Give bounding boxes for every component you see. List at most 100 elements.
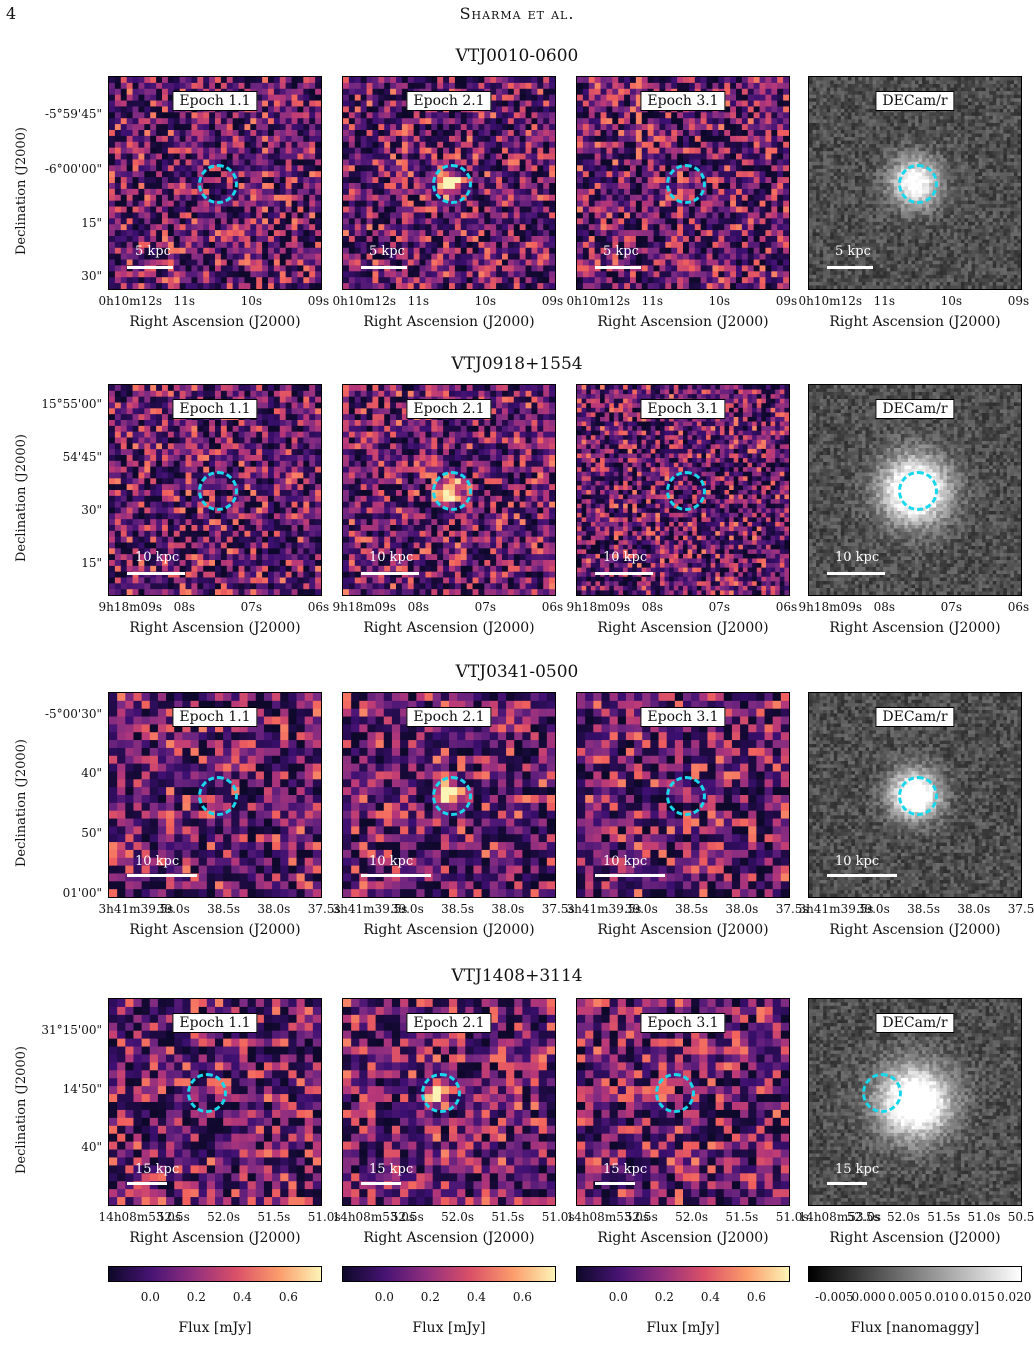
ra-tick-label: 52.0s <box>441 1210 474 1224</box>
transient-position-circle <box>666 776 706 816</box>
ra-tick-label: 51.0s <box>308 1210 341 1224</box>
ra-tick-label: 06s <box>776 600 797 614</box>
epoch-image-panel: Epoch 2.1 10 kpc <box>342 384 556 596</box>
y-axis-label: Declination (J2000) <box>14 127 29 255</box>
ra-tick-label: 07s <box>941 600 962 614</box>
panel-label: Epoch 2.1 <box>406 707 492 727</box>
panel-label: Epoch 1.1 <box>172 1013 258 1033</box>
panel-label: Epoch 2.1 <box>406 1013 492 1033</box>
x-axis-label: Right Ascension (J2000) <box>342 1230 556 1246</box>
colorbar-label: Flux [mJy] <box>108 1320 322 1336</box>
y-axis-label: Declination (J2000) <box>14 1046 29 1174</box>
colorbar-tick-label: 0.2 <box>655 1290 674 1304</box>
ra-tick-label: 10s <box>709 294 730 308</box>
ra-tick-label: 06s <box>308 600 329 614</box>
ra-tick-label: 37.5s <box>776 902 809 916</box>
ra-tick-label: 09s <box>308 294 329 308</box>
scale-bar-label: 15 kpc <box>835 1162 879 1177</box>
colorbar-tick-label: 0.6 <box>513 1290 532 1304</box>
scale-bar-label: 10 kpc <box>603 550 647 565</box>
scale-bar-label: 5 kpc <box>835 244 871 259</box>
panel-label: Epoch 3.1 <box>640 707 726 727</box>
panel-label: DECam/r <box>875 399 955 419</box>
ra-tick-label: 39.0s <box>391 902 424 916</box>
colorbar-tick-label: 0.000 <box>852 1290 886 1304</box>
ra-tick-label: 9h18m09s <box>567 600 630 614</box>
scale-bar <box>827 266 873 269</box>
epoch-image-panel: Epoch 2.1 5 kpc <box>342 76 556 290</box>
dec-tick-label: 14'50" <box>63 1082 102 1096</box>
ra-tick-label: 52.0s <box>207 1210 240 1224</box>
scale-bar <box>361 1182 401 1185</box>
epoch-image-panel: Epoch 1.1 10 kpc <box>108 384 322 596</box>
ra-tick-label: 38.0s <box>957 902 990 916</box>
scale-bar <box>595 1182 635 1185</box>
colorbar <box>342 1266 556 1282</box>
colorbar-tick-label: 0.4 <box>233 1290 252 1304</box>
ra-tick-label: 07s <box>475 600 496 614</box>
panel-label: Epoch 2.1 <box>406 399 492 419</box>
x-axis-label: Right Ascension (J2000) <box>342 314 556 330</box>
image-pixels <box>343 693 555 897</box>
scale-bar-label: 10 kpc <box>835 854 879 869</box>
ra-tick-label: 51.5s <box>927 1210 960 1224</box>
ra-tick-label: 08s <box>874 600 895 614</box>
transient-position-circle <box>432 471 472 511</box>
epoch-image-panel: Epoch 2.1 10 kpc <box>342 692 556 898</box>
ra-tick-label: 51.0s <box>542 1210 575 1224</box>
x-axis-label: Right Ascension (J2000) <box>808 620 1022 636</box>
ra-tick-label: 09s <box>1008 294 1029 308</box>
epoch-image-panel: Epoch 3.1 15 kpc <box>576 998 790 1206</box>
colorbar <box>576 1266 790 1282</box>
epoch-image-panel: Epoch 1.1 5 kpc <box>108 76 322 290</box>
dec-tick-label: 15" <box>81 556 102 570</box>
ra-tick-label: 08s <box>642 600 663 614</box>
transient-position-circle <box>198 776 238 816</box>
source-title: VTJ0010-0600 <box>0 46 1034 66</box>
scale-bar <box>127 572 185 575</box>
colorbar <box>808 1266 1022 1282</box>
panel-label: Epoch 3.1 <box>640 399 726 419</box>
ra-tick-label: 10s <box>941 294 962 308</box>
dec-tick-label: 31°15'00" <box>41 1023 102 1037</box>
x-axis-label: Right Ascension (J2000) <box>108 922 322 938</box>
colorbar-tick-label: 0.020 <box>997 1290 1031 1304</box>
colorbar-label: Flux [mJy] <box>576 1320 790 1336</box>
scale-bar-label: 10 kpc <box>135 550 179 565</box>
x-axis-label: Right Ascension (J2000) <box>108 1230 322 1246</box>
ra-tick-label: 37.5s <box>308 902 341 916</box>
ra-tick-label: 14h08m53.0s <box>567 1210 650 1224</box>
scale-bar-label: 15 kpc <box>603 1162 647 1177</box>
ra-tick-label: 14h08m53.0s <box>99 1210 182 1224</box>
scale-bar-label: 10 kpc <box>369 550 413 565</box>
ra-tick-label: 38.0s <box>257 902 290 916</box>
scale-bar <box>361 572 419 575</box>
source-title: VTJ0918+1554 <box>0 354 1034 374</box>
image-pixels <box>109 999 321 1205</box>
epoch-image-panel: Epoch 2.1 15 kpc <box>342 998 556 1206</box>
transient-position-circle <box>666 164 706 204</box>
scale-bar-label: 10 kpc <box>135 854 179 869</box>
ra-tick-label: 38.5s <box>907 902 940 916</box>
colorbar-tick-label: 0.015 <box>961 1290 995 1304</box>
panel-label: Epoch 3.1 <box>640 1013 726 1033</box>
transient-position-circle <box>198 164 238 204</box>
ra-tick-label: 52.5s <box>391 1210 424 1224</box>
dec-tick-label: 30" <box>81 269 102 283</box>
ra-tick-label: 0h10m12s <box>333 294 396 308</box>
transient-position-circle <box>898 776 938 816</box>
decam-image-panel: DECam/r 10 kpc <box>808 692 1022 898</box>
scale-bar <box>595 266 641 269</box>
dec-tick-label: 40" <box>81 766 102 780</box>
scale-bar-label: 10 kpc <box>369 854 413 869</box>
dec-tick-label: 54'45" <box>63 450 102 464</box>
dec-tick-label: 15" <box>81 216 102 230</box>
scale-bar <box>827 1182 867 1185</box>
ra-tick-label: 38.5s <box>675 902 708 916</box>
ra-tick-label: 06s <box>1008 600 1029 614</box>
ra-tick-label: 52.5s <box>625 1210 658 1224</box>
ra-tick-label: 07s <box>709 600 730 614</box>
ra-tick-label: 51.0s <box>776 1210 809 1224</box>
transient-position-circle <box>432 164 472 204</box>
ra-tick-label: 3h41m39.5s <box>333 902 408 916</box>
